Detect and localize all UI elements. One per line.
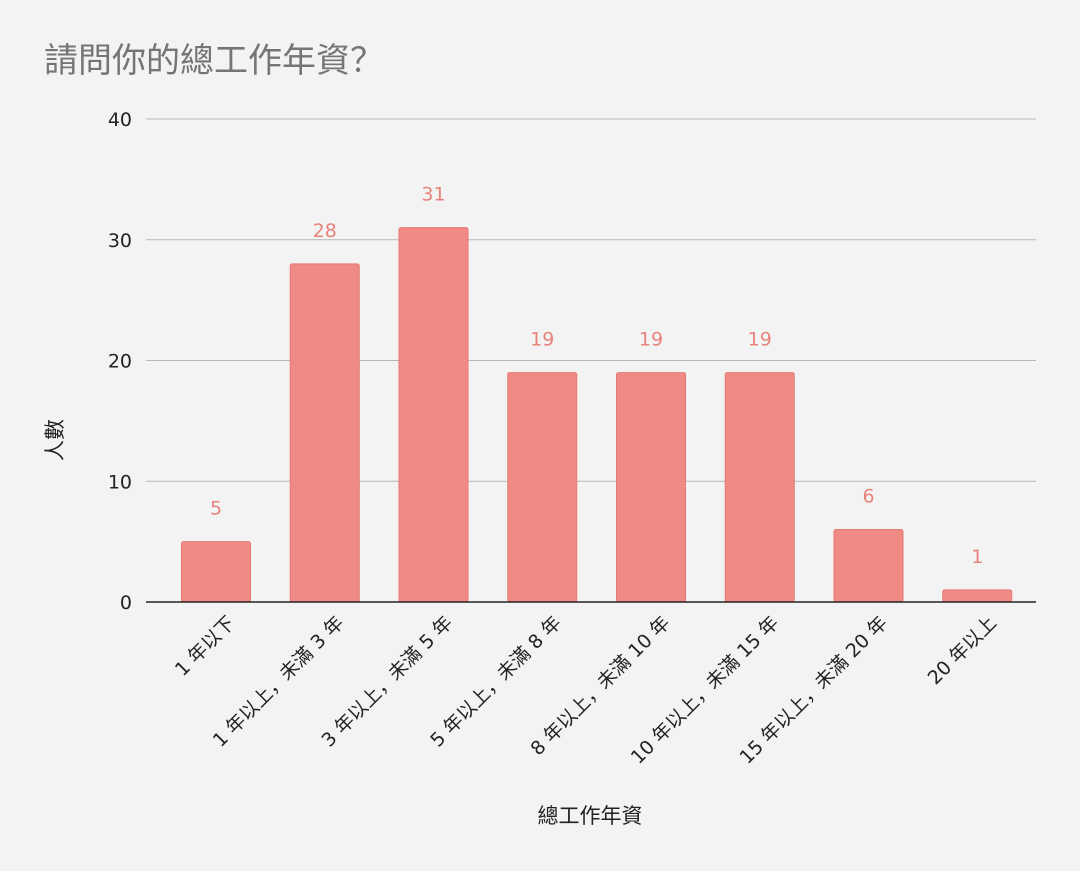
data-label: 31 [421, 184, 445, 206]
bar [289, 263, 360, 603]
gridlines [146, 118, 1036, 482]
bar [507, 372, 578, 603]
y-tick-label: 30 [108, 230, 132, 252]
data-label: 28 [313, 220, 337, 242]
x-tick-label: 20 年以上 [924, 612, 1001, 689]
data-label: 19 [748, 329, 772, 351]
data-label: 19 [530, 329, 554, 351]
data-label: 5 [210, 498, 222, 520]
bar [833, 529, 904, 603]
y-tick-label: 0 [120, 592, 132, 614]
data-label: 1 [971, 546, 983, 568]
x-tick-label: 1 年以下 [171, 612, 240, 681]
bar [616, 372, 686, 603]
bar [942, 589, 1013, 603]
bar [398, 227, 469, 603]
bars [181, 227, 1013, 603]
data-labels: 5 28 31 19 19 19 6 1 [210, 184, 983, 568]
chart-title: 請問你的總工作年資？ [44, 41, 384, 81]
bar [724, 372, 795, 603]
y-axis-title: 人數 [43, 419, 67, 461]
y-tick-label: 40 [108, 109, 132, 131]
x-axis-title: 總工作年資 [538, 804, 643, 828]
y-tick-label: 20 [108, 351, 132, 373]
data-label: 19 [639, 329, 663, 351]
y-tick-label: 10 [108, 471, 132, 493]
bar [181, 541, 251, 603]
y-axis-tick-labels: 0 10 20 30 40 [108, 109, 132, 614]
data-label: 6 [862, 486, 874, 508]
